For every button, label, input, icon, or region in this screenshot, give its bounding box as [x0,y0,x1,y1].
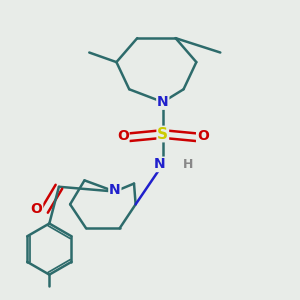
Text: O: O [117,129,129,142]
Text: O: O [31,202,43,216]
Text: N: N [154,158,165,171]
Text: O: O [197,129,209,142]
Text: H: H [183,158,194,171]
Text: N: N [157,95,169,109]
Text: S: S [157,127,168,142]
Text: N: N [109,183,121,197]
